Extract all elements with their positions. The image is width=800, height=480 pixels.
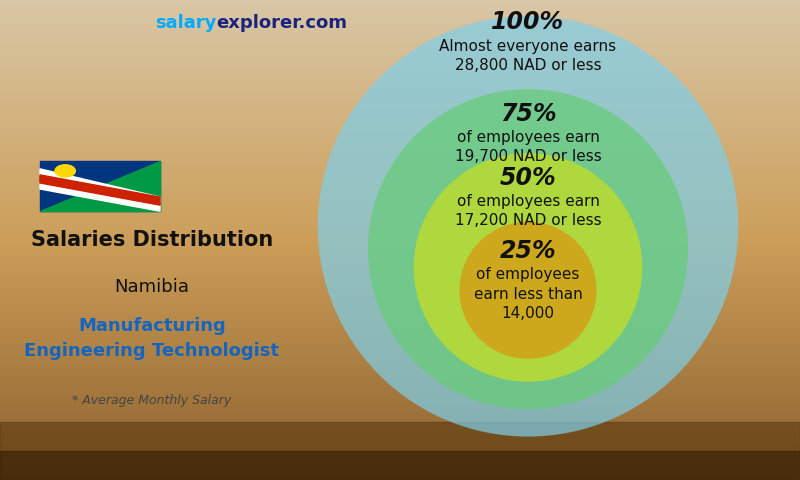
Circle shape <box>55 165 75 177</box>
Text: of employees
earn less than
14,000: of employees earn less than 14,000 <box>474 267 582 321</box>
Circle shape <box>318 16 738 437</box>
Text: Namibia: Namibia <box>114 278 190 296</box>
Circle shape <box>368 89 688 409</box>
Text: 100%: 100% <box>491 10 565 34</box>
Text: Almost everyone earns
28,800 NAD or less: Almost everyone earns 28,800 NAD or less <box>439 39 617 73</box>
Text: 25%: 25% <box>500 239 556 263</box>
Text: of employees earn
17,200 NAD or less: of employees earn 17,200 NAD or less <box>454 194 602 228</box>
Text: Manufacturing
Engineering Technologist: Manufacturing Engineering Technologist <box>25 317 279 360</box>
Polygon shape <box>40 175 160 205</box>
Polygon shape <box>40 169 160 203</box>
Text: Salaries Distribution: Salaries Distribution <box>31 230 273 251</box>
Bar <box>40 161 160 211</box>
Text: 75%: 75% <box>500 102 556 126</box>
Text: 50%: 50% <box>500 166 556 190</box>
Polygon shape <box>40 183 160 211</box>
Text: explorer.com: explorer.com <box>216 14 347 33</box>
Text: * Average Monthly Salary: * Average Monthly Salary <box>72 394 232 407</box>
Circle shape <box>459 222 597 359</box>
Text: of employees earn
19,700 NAD or less: of employees earn 19,700 NAD or less <box>454 130 602 165</box>
Circle shape <box>414 153 642 382</box>
Polygon shape <box>40 161 160 211</box>
Text: salary: salary <box>154 14 216 33</box>
